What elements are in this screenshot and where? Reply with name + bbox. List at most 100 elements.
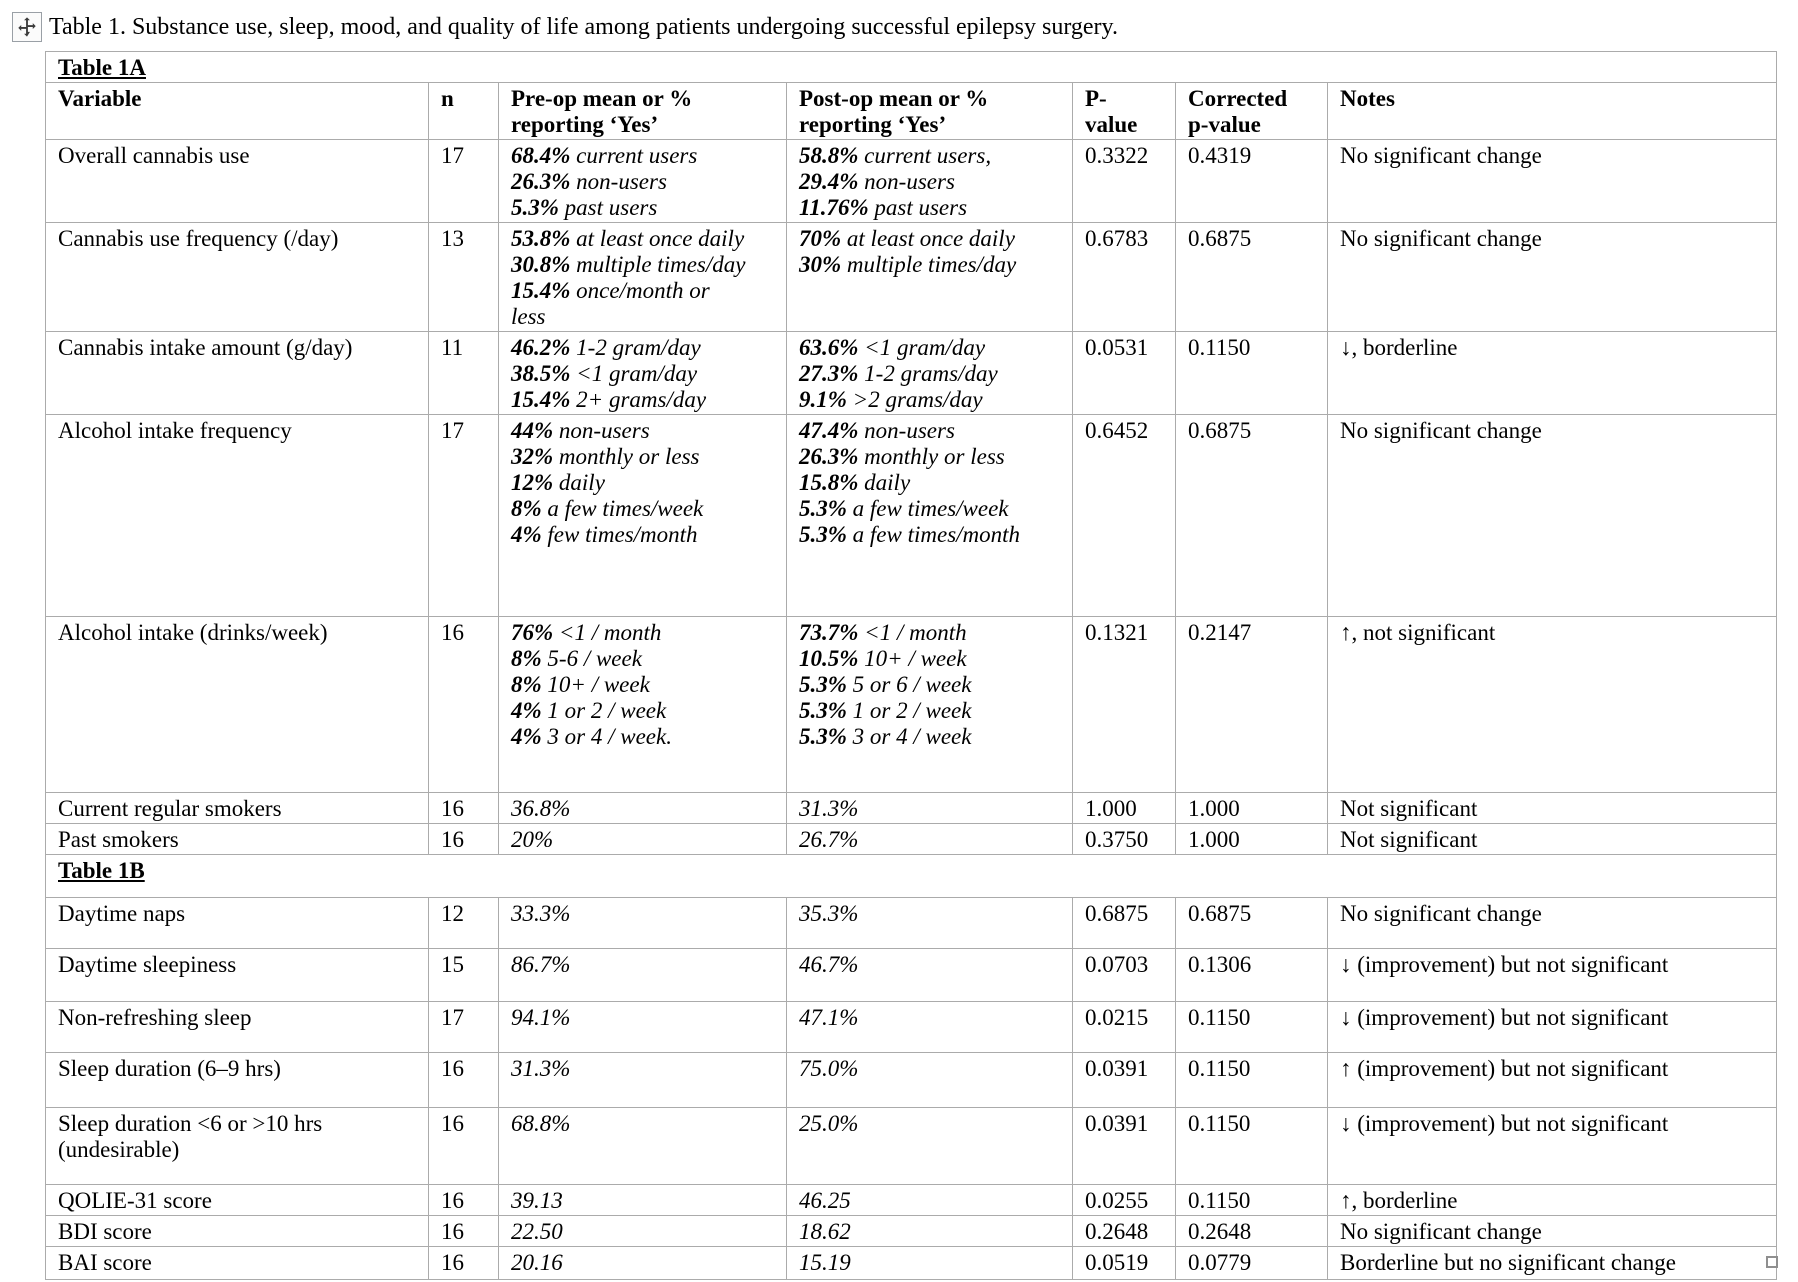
cell-post-op[interactable]: 31.3% <box>786 792 1073 824</box>
cell-post-op[interactable]: 46.7% <box>786 948 1073 1002</box>
cell-post-op[interactable]: 47.1% <box>786 1001 1073 1053</box>
cell-notes[interactable]: No significant change <box>1326 222 1778 332</box>
cell-corrected-p-value[interactable]: 0.6875 <box>1175 414 1328 617</box>
cell-corrected-p-value[interactable]: 0.2648 <box>1175 1215 1328 1247</box>
cell-notes[interactable]: ↓ (improvement) but not significant <box>1326 1001 1778 1053</box>
cell-p-value[interactable]: 0.3750 <box>1072 823 1176 855</box>
cell-n[interactable]: 16 <box>428 1107 499 1185</box>
column-header-pre[interactable]: Pre-op mean or % reporting ‘Yes’ <box>498 82 787 140</box>
column-header-variable[interactable]: Variable <box>45 82 429 140</box>
cell-pre-op[interactable]: 20% <box>498 823 787 855</box>
cell-variable[interactable]: BAI score <box>45 1246 429 1280</box>
cell-p-value[interactable]: 0.1321 <box>1072 616 1176 793</box>
cell-corrected-p-value[interactable]: 0.1150 <box>1175 1107 1328 1185</box>
cell-pre-op[interactable]: 94.1% <box>498 1001 787 1053</box>
cell-variable[interactable]: Sleep duration (6–9 hrs) <box>45 1052 429 1108</box>
cell-variable[interactable]: Sleep duration <6 or >10 hrs (undesirabl… <box>45 1107 429 1185</box>
cell-corrected-p-value[interactable]: 0.1150 <box>1175 331 1328 415</box>
cell-variable[interactable]: Overall cannabis use <box>45 139 429 223</box>
cell-post-op[interactable]: 25.0% <box>786 1107 1073 1185</box>
cell-post-op[interactable]: 15.19 <box>786 1246 1073 1280</box>
cell-p-value[interactable]: 0.0391 <box>1072 1107 1176 1185</box>
cell-post-op[interactable]: 73.7% <1 / month 10.5% 10+ / week 5.3% 5 o… <box>786 616 1073 793</box>
cell-variable[interactable]: QOLIE-31 score <box>45 1184 429 1216</box>
cell-corrected-p-value[interactable]: 0.1150 <box>1175 1184 1328 1216</box>
column-header-p_corrected[interactable]: Corrected p-value <box>1175 82 1328 140</box>
column-header-n[interactable]: n <box>428 82 499 140</box>
cell-pre-op[interactable]: 22.50 <box>498 1215 787 1247</box>
cell-p-value[interactable]: 0.0255 <box>1072 1184 1176 1216</box>
cell-p-value[interactable]: 0.0519 <box>1072 1246 1176 1280</box>
cell-n[interactable]: 16 <box>428 1052 499 1108</box>
cell-n[interactable]: 12 <box>428 897 499 949</box>
cell-notes[interactable]: ↑, borderline <box>1326 1184 1778 1216</box>
cell-n[interactable]: 15 <box>428 948 499 1002</box>
cell-pre-op[interactable]: 53.8% at least once daily 30.8% multiple … <box>498 222 787 332</box>
cell-n[interactable]: 16 <box>428 792 499 824</box>
cell-p-value[interactable]: 0.0703 <box>1072 948 1176 1002</box>
cell-corrected-p-value[interactable]: 1.000 <box>1175 792 1328 824</box>
cell-notes[interactable]: Not significant <box>1326 792 1778 824</box>
cell-p-value[interactable]: 0.6452 <box>1072 414 1176 617</box>
cell-notes[interactable]: No significant change <box>1326 414 1778 617</box>
cell-post-op[interactable]: 26.7% <box>786 823 1073 855</box>
cell-corrected-p-value[interactable]: 1.000 <box>1175 823 1328 855</box>
page-title[interactable]: Table 1. Substance use, sleep, mood, and… <box>49 13 1118 40</box>
cell-corrected-p-value[interactable]: 0.1150 <box>1175 1001 1328 1053</box>
cell-pre-op[interactable]: 36.8% <box>498 792 787 824</box>
cell-p-value[interactable]: 0.0391 <box>1072 1052 1176 1108</box>
cell-notes[interactable]: ↓, borderline <box>1326 331 1778 415</box>
table-move-handle-icon[interactable] <box>12 12 42 42</box>
column-header-notes[interactable]: Notes <box>1326 82 1778 140</box>
cell-pre-op[interactable]: 68.4% current users 26.3% non-users 5.3% p… <box>498 139 787 223</box>
cell-post-op[interactable]: 46.25 <box>786 1184 1073 1216</box>
cell-variable[interactable]: Current regular smokers <box>45 792 429 824</box>
cell-n[interactable]: 16 <box>428 1215 499 1247</box>
cell-post-op[interactable]: 58.8% current users, 29.4% non-users 11.76… <box>786 139 1073 223</box>
cell-n[interactable]: 13 <box>428 222 499 332</box>
cell-n[interactable]: 16 <box>428 1184 499 1216</box>
cell-pre-op[interactable]: 20.16 <box>498 1246 787 1280</box>
cell-post-op[interactable]: 75.0% <box>786 1052 1073 1108</box>
cell-notes[interactable]: No significant change <box>1326 897 1778 949</box>
cell-corrected-p-value[interactable]: 0.6875 <box>1175 222 1328 332</box>
cell-pre-op[interactable]: 76% <1 / month 8% 5-6 / week 8% 10+ / week… <box>498 616 787 793</box>
column-header-p[interactable]: P- value <box>1072 82 1176 140</box>
cell-p-value[interactable]: 0.0215 <box>1072 1001 1176 1053</box>
cell-corrected-p-value[interactable]: 0.1306 <box>1175 948 1328 1002</box>
cell-p-value[interactable]: 0.3322 <box>1072 139 1176 223</box>
cell-variable[interactable]: Non-refreshing sleep <box>45 1001 429 1053</box>
table-resize-handle[interactable] <box>1766 1256 1778 1268</box>
cell-corrected-p-value[interactable]: 0.4319 <box>1175 139 1328 223</box>
cell-variable[interactable]: BDI score <box>45 1215 429 1247</box>
cell-p-value[interactable]: 0.6783 <box>1072 222 1176 332</box>
cell-pre-op[interactable]: 33.3% <box>498 897 787 949</box>
cell-n[interactable]: 17 <box>428 139 499 223</box>
cell-p-value[interactable]: 0.6875 <box>1072 897 1176 949</box>
cell-post-op[interactable]: 35.3% <box>786 897 1073 949</box>
cell-p-value[interactable]: 0.2648 <box>1072 1215 1176 1247</box>
cell-variable[interactable]: Cannabis use frequency (/day) <box>45 222 429 332</box>
cell-variable[interactable]: Daytime sleepiness <box>45 948 429 1002</box>
cell-n[interactable]: 16 <box>428 1246 499 1280</box>
cell-variable[interactable]: Alcohol intake frequency <box>45 414 429 617</box>
cell-notes[interactable]: Borderline but no significant change <box>1326 1246 1778 1280</box>
cell-pre-op[interactable]: 68.8% <box>498 1107 787 1185</box>
cell-corrected-p-value[interactable]: 0.1150 <box>1175 1052 1328 1108</box>
cell-post-op[interactable]: 63.6% <1 gram/day 27.3% 1-2 grams/day 9.1%… <box>786 331 1073 415</box>
cell-notes[interactable]: Not significant <box>1326 823 1778 855</box>
cell-variable[interactable]: Past smokers <box>45 823 429 855</box>
cell-corrected-p-value[interactable]: 0.0779 <box>1175 1246 1328 1280</box>
cell-n[interactable]: 16 <box>428 823 499 855</box>
cell-notes[interactable]: ↓ (improvement) but not significant <box>1326 948 1778 1002</box>
section-cell-table-1a[interactable]: Table 1A <box>44 51 1778 83</box>
cell-notes[interactable]: No significant change <box>1326 1215 1778 1247</box>
column-header-post[interactable]: Post-op mean or % reporting ‘Yes’ <box>786 82 1073 140</box>
cell-post-op[interactable]: 70% at least once daily 30% multiple time… <box>786 222 1073 332</box>
cell-n[interactable]: 16 <box>428 616 499 793</box>
cell-notes[interactable]: ↓ (improvement) but not significant <box>1326 1107 1778 1185</box>
cell-variable[interactable]: Daytime naps <box>45 897 429 949</box>
cell-p-value[interactable]: 1.000 <box>1072 792 1176 824</box>
cell-n[interactable]: 17 <box>428 414 499 617</box>
cell-pre-op[interactable]: 44% non-users 32% monthly or less 12% dail… <box>498 414 787 617</box>
